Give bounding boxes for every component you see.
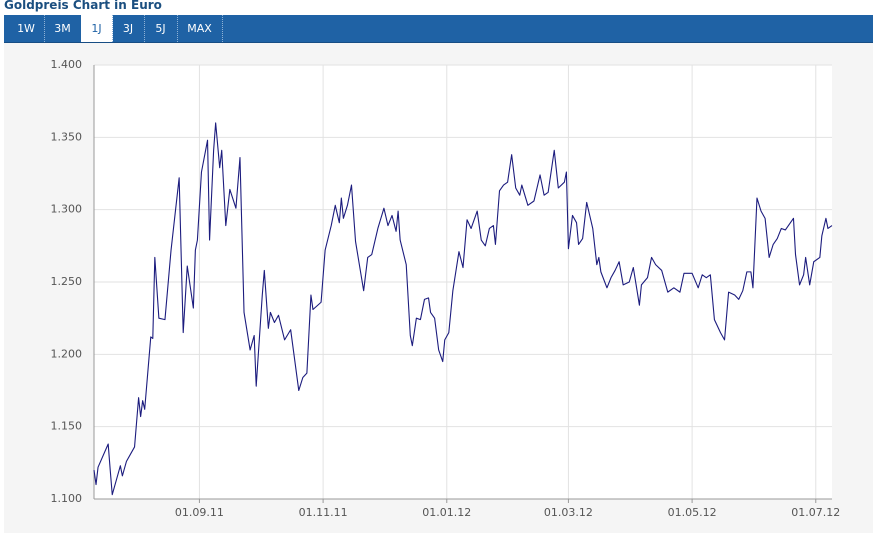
y-tick-label: 1.100 (51, 492, 83, 505)
y-tick-label: 1.300 (51, 203, 83, 216)
x-tick-label: 01.05.12 (668, 506, 717, 519)
x-tick-label: 01.11.11 (299, 506, 348, 519)
y-tick-label: 1.150 (51, 420, 83, 433)
x-tick-label: 01.09.11 (175, 506, 224, 519)
x-tick-label: 01.07.12 (791, 506, 840, 519)
range-tab[interactable]: 1W (8, 15, 45, 42)
chart: 1.100 1.150 1.200 1.250 1.300 1.350 1.400 01.09… (4, 43, 873, 533)
chart-title: Goldpreis Chart in Euro (4, 0, 162, 12)
range-tab[interactable]: 3J (112, 15, 145, 42)
y-tick-label: 1.400 (51, 58, 83, 71)
x-tick-label: 01.03.12 (544, 506, 593, 519)
y-tick-label: 1.200 (51, 347, 83, 360)
range-tab[interactable]: 1J (81, 15, 113, 42)
x-tick-label: 01.01.12 (422, 506, 471, 519)
range-tabs: 1W 3M 1J 3J 5J MAX (4, 15, 873, 43)
range-tab[interactable]: 5J (144, 15, 178, 42)
price-line (93, 122, 833, 496)
y-tick-label: 1.350 (51, 130, 83, 143)
range-tab[interactable]: MAX (177, 15, 223, 42)
range-tab[interactable]: 3M (44, 15, 82, 42)
y-tick-label: 1.250 (51, 275, 83, 288)
